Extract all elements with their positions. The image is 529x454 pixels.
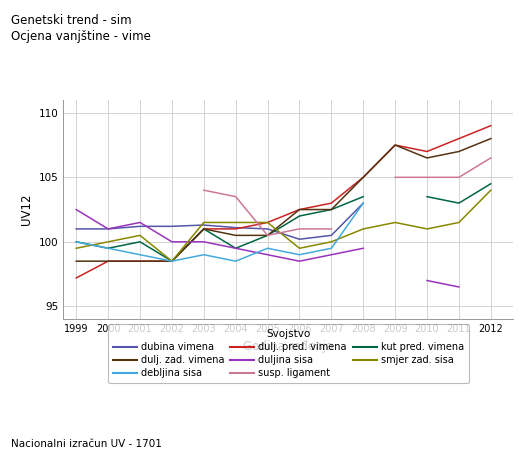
Text: Ocjena vanjštine - vime: Ocjena vanjštine - vime	[11, 30, 150, 43]
Text: Genetski trend - sim: Genetski trend - sim	[11, 14, 131, 27]
Text: Nacionalni izračun UV - 1701: Nacionalni izračun UV - 1701	[11, 439, 161, 449]
X-axis label: Godina rođenja: Godina rođenja	[243, 340, 333, 353]
Y-axis label: UV12: UV12	[20, 194, 33, 225]
Legend: dubina vimena, dulj. zad. vimena, debljina sisa, dulj. pred. vimena, duljina sis: dubina vimena, dulj. zad. vimena, deblji…	[108, 325, 469, 383]
